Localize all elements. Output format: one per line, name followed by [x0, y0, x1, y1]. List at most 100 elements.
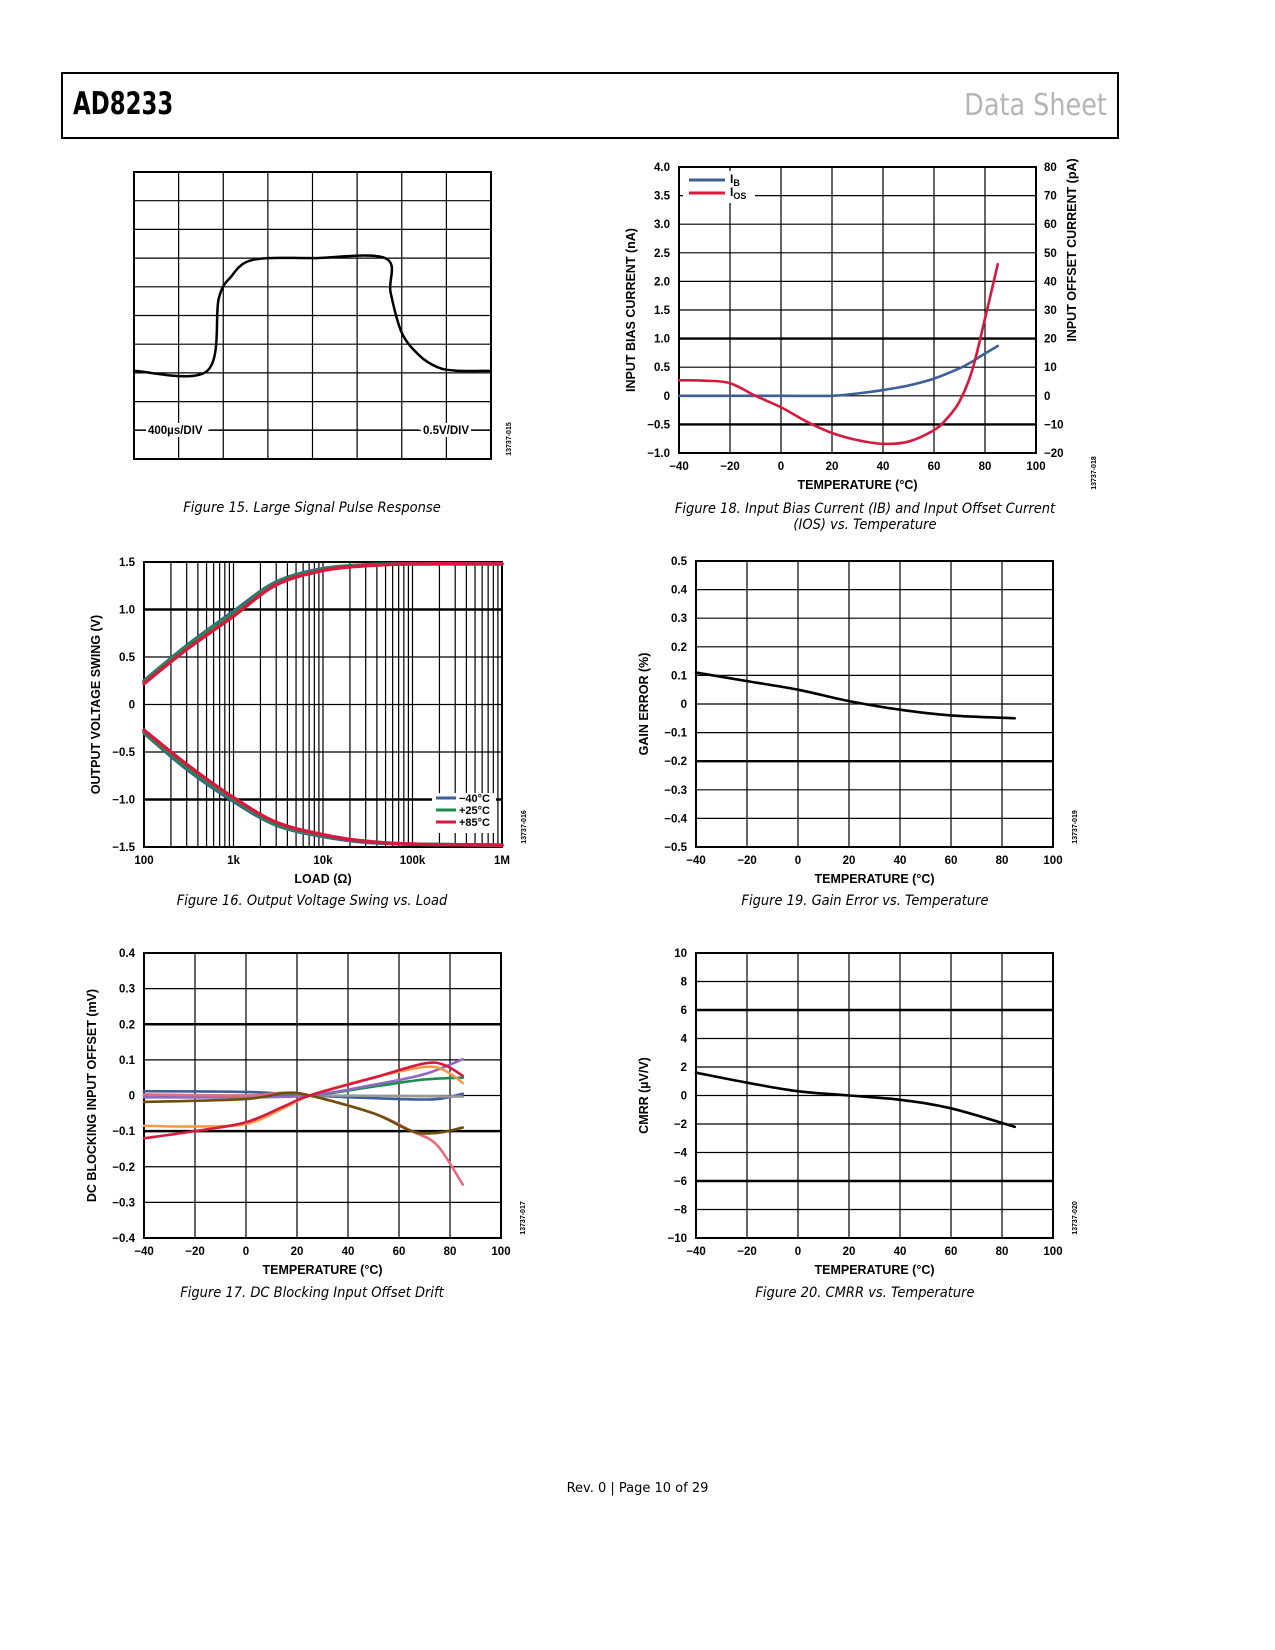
- y-tick-label: 0.2: [671, 642, 687, 654]
- series-line: [142, 1057, 465, 1099]
- y-tick-label: 0.5: [671, 556, 688, 568]
- y2-tick-label: 20: [1044, 334, 1057, 346]
- x-tick-label: 20: [826, 461, 839, 473]
- x-tick-label: −40: [686, 1246, 706, 1258]
- y-tick-label: −0.5: [647, 419, 670, 431]
- y-tick-label: −0.2: [664, 756, 687, 768]
- y-tick-label: −10: [667, 1233, 687, 1245]
- x-tick-label: 80: [444, 1246, 457, 1258]
- y-axis-label: INPUT BIAS CURRENT (nA): [624, 228, 638, 392]
- y-tick-label: 0.5: [119, 652, 136, 664]
- y-tick-label: 2.5: [654, 248, 671, 260]
- y-tick-label: −0.1: [112, 1126, 135, 1138]
- time-per-div-label: 400µs/DIV: [148, 425, 203, 437]
- y2-tick-label: 50: [1044, 248, 1057, 260]
- figure-19-caption: Figure 19. Gain Error vs. Temperature: [741, 893, 989, 909]
- legend-subscript: OS: [733, 191, 746, 201]
- y-tick-label: 0: [664, 391, 670, 403]
- document-type: Data Sheet: [964, 88, 1107, 123]
- y-tick-label: −2: [674, 1119, 687, 1131]
- y2-tick-label: 70: [1044, 191, 1057, 203]
- y2-tick-label: 80: [1044, 162, 1057, 174]
- x-tick-label: 0: [778, 461, 784, 473]
- x-tick-label: 80: [996, 855, 1009, 867]
- fig18-chart: −40 −20 0 20 40 60 80 100−1.0−0.500.51.01.52.02…: [624, 158, 1098, 492]
- x-tick-label: 20: [291, 1246, 304, 1258]
- y-tick-label: 0: [129, 700, 135, 712]
- x-axis-label: LOAD (Ω): [294, 872, 351, 886]
- y-tick-label: 0.4: [119, 948, 136, 960]
- label-bg: [421, 423, 471, 437]
- y-tick-label: −0.5: [664, 842, 687, 854]
- y-tick-label: 4.0: [654, 162, 670, 174]
- legend-label: −40°C: [459, 793, 490, 805]
- figure-15-caption: Figure 15. Large Signal Pulse Response: [183, 500, 441, 516]
- y-tick-label: 0.1: [119, 1055, 136, 1067]
- fig16-chart: 100 1k 10k 100k 1M −1.5 −1.0 −0.5 0 0.5 1.0 1.5 LOAD…: [89, 557, 528, 886]
- y-tick-label: −0.3: [112, 1197, 135, 1209]
- product-name: AD8233: [73, 86, 174, 122]
- x-tick-label: 100: [1043, 1246, 1062, 1258]
- series-line: [142, 1061, 465, 1140]
- y2-tick-label: 60: [1044, 219, 1057, 231]
- y-tick-label: 10: [674, 948, 687, 960]
- y2-tick-label: 40: [1044, 276, 1057, 288]
- y-tick-label: 2.0: [654, 276, 670, 288]
- x-axis-label: TEMPERATURE (°C): [814, 872, 934, 886]
- fig19-chart: −40 −20 0 20 40 60 80 100 −0.5 −0.4 −0.3 −0.2 −0.1 0 0…: [637, 556, 1079, 886]
- x-tick-label: 0: [795, 1246, 801, 1258]
- y-axis-label: DC BLOCKING INPUT OFFSET (mV): [85, 989, 99, 1202]
- y-tick-label: −8: [674, 1205, 688, 1217]
- x-tick-label: −20: [185, 1246, 205, 1258]
- volts-per-div-label: 0.5V/DIV: [423, 425, 469, 437]
- plot-frame: [678, 166, 1037, 454]
- y-tick-label: 0.3: [671, 613, 687, 625]
- x-tick-label: −20: [720, 461, 740, 473]
- figure-18-caption: Figure 18. Input Bias Current (IB) and I…: [674, 501, 1056, 533]
- y-tick-label: −0.4: [112, 1233, 135, 1245]
- page-footer: Rev. 0 | Page 10 of 29: [566, 1481, 709, 1496]
- series-line: [142, 1089, 465, 1101]
- y2-tick-label: 0: [1044, 391, 1050, 403]
- y-tick-label: −0.3: [664, 785, 687, 797]
- y2-tick-label: −10: [1044, 419, 1064, 431]
- x-axis-label: TEMPERATURE (°C): [814, 1263, 934, 1277]
- legend-bg: [432, 793, 496, 833]
- legend-label: +25°C: [459, 805, 490, 817]
- x-tick-label: 100: [1043, 855, 1062, 867]
- y-tick-label: 6: [681, 1005, 687, 1017]
- y-tick-label: 4: [681, 1034, 688, 1046]
- y-tick-label: 2: [681, 1062, 687, 1074]
- x-tick-label: 100: [1026, 461, 1045, 473]
- y-tick-label: 0: [681, 1091, 687, 1103]
- y-tick-label: −1.5: [112, 842, 135, 854]
- y-tick-label: 0: [129, 1091, 135, 1103]
- y-tick-label: 1.5: [654, 305, 671, 317]
- x-tick-label: 10k: [313, 855, 333, 867]
- x-tick-label: 80: [979, 461, 992, 473]
- y-axis-label: CMRR (µV/V): [637, 1057, 651, 1134]
- legend-bg: [683, 171, 755, 203]
- y-tick-label: −0.1: [664, 728, 687, 740]
- y-tick-label: 0: [681, 699, 687, 711]
- x-tick-label: −40: [669, 461, 689, 473]
- plot-frame: [695, 560, 1054, 848]
- y-tick-label: 3.5: [654, 191, 671, 203]
- y-tick-label: −6: [674, 1176, 687, 1188]
- y-tick-label: 0.5: [654, 362, 671, 374]
- series-line-IOS: [677, 262, 1000, 446]
- series-line: [694, 1071, 1017, 1129]
- x-tick-label: 0: [243, 1246, 249, 1258]
- x-tick-label: 60: [928, 461, 941, 473]
- label-bg: [146, 423, 208, 437]
- figure-code: 13737-016: [521, 810, 528, 844]
- y-tick-label: 1.0: [119, 605, 135, 617]
- fig20-chart: −40 −20 0 20 40 60 80 100−10−8−6−4−20246810TEMP…: [637, 948, 1079, 1277]
- x-tick-label: 60: [945, 855, 958, 867]
- x-tick-label: 60: [393, 1246, 406, 1258]
- figure-code: 13737-017: [520, 1201, 527, 1235]
- figure-code: 13737-020: [1072, 1201, 1079, 1235]
- x-tick-label: 20: [843, 855, 856, 867]
